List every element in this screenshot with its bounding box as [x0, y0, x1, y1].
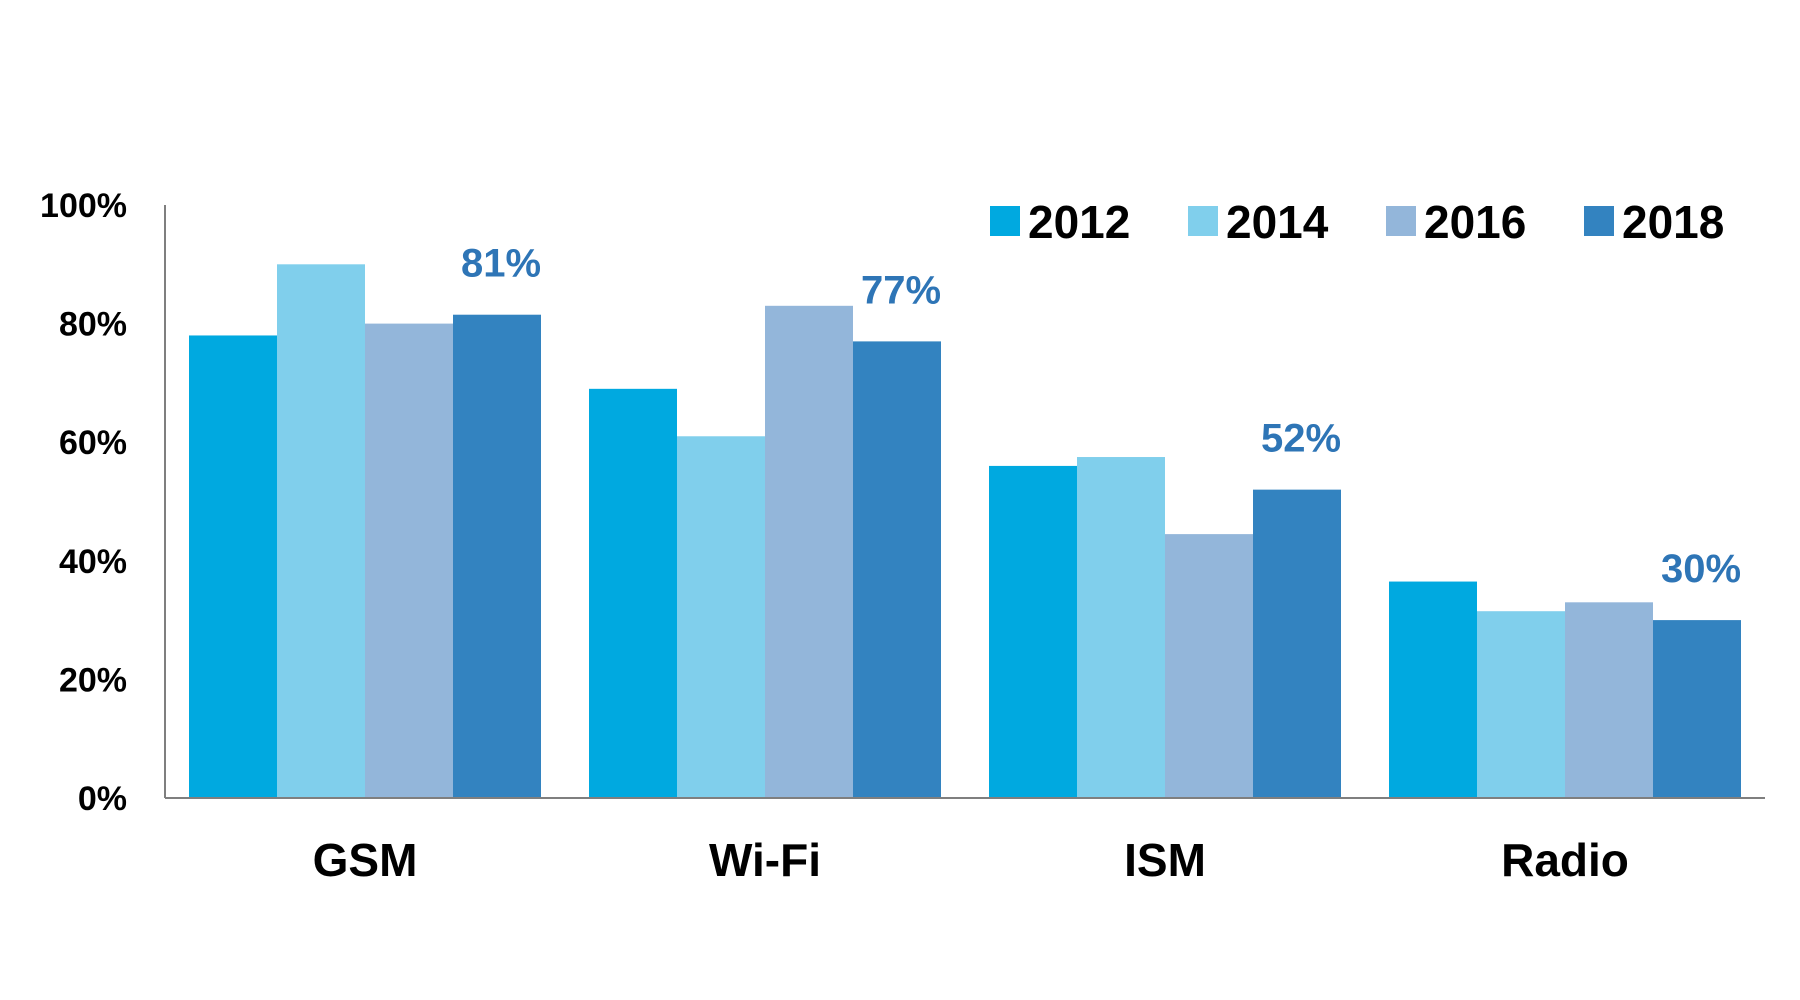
legend-swatch-2014 [1188, 206, 1218, 236]
bar-wi-fi-2012 [589, 388, 677, 798]
data-label: 81% [461, 242, 541, 286]
y-tick-label: 60% [59, 424, 127, 462]
x-category-label: Wi-Fi [709, 834, 821, 886]
bar-gsm-2012 [189, 335, 277, 798]
bar-gsm-2014 [277, 264, 365, 798]
bar-ism-2014 [1077, 457, 1165, 798]
data-label: 52% [1261, 417, 1341, 461]
bar-radio-2018 [1653, 620, 1741, 798]
bar-wi-fi-2014 [677, 436, 765, 798]
legend-swatch-2018 [1584, 206, 1614, 236]
legend-label: 2018 [1622, 196, 1724, 248]
bar-ism-2018 [1253, 489, 1341, 798]
legend-label: 2012 [1028, 196, 1130, 248]
bar-gsm-2018 [453, 314, 541, 798]
y-tick-label: 20% [59, 661, 127, 699]
bar-ism-2016 [1165, 534, 1253, 798]
y-tick-label: 100% [40, 187, 127, 225]
bar-wi-fi-2018 [853, 341, 941, 798]
bar-radio-2012 [1389, 581, 1477, 798]
y-tick-label: 80% [59, 306, 127, 344]
bar-ism-2012 [989, 465, 1077, 798]
legend-label: 2016 [1424, 196, 1526, 248]
legend-swatch-2012 [990, 206, 1020, 236]
bar-radio-2016 [1565, 602, 1653, 798]
data-label: 77% [861, 268, 941, 312]
x-category-label: ISM [1124, 834, 1206, 886]
legend-label: 2014 [1226, 196, 1329, 248]
bar-gsm-2016 [365, 323, 453, 798]
data-label: 30% [1661, 547, 1741, 591]
bar-wi-fi-2016 [765, 305, 853, 798]
y-tick-label: 40% [59, 543, 127, 581]
legend-swatch-2016 [1386, 206, 1416, 236]
y-tick-label: 0% [78, 780, 127, 818]
bar-radio-2014 [1477, 611, 1565, 798]
x-category-label: Radio [1501, 834, 1629, 886]
x-category-label: GSM [313, 834, 418, 886]
